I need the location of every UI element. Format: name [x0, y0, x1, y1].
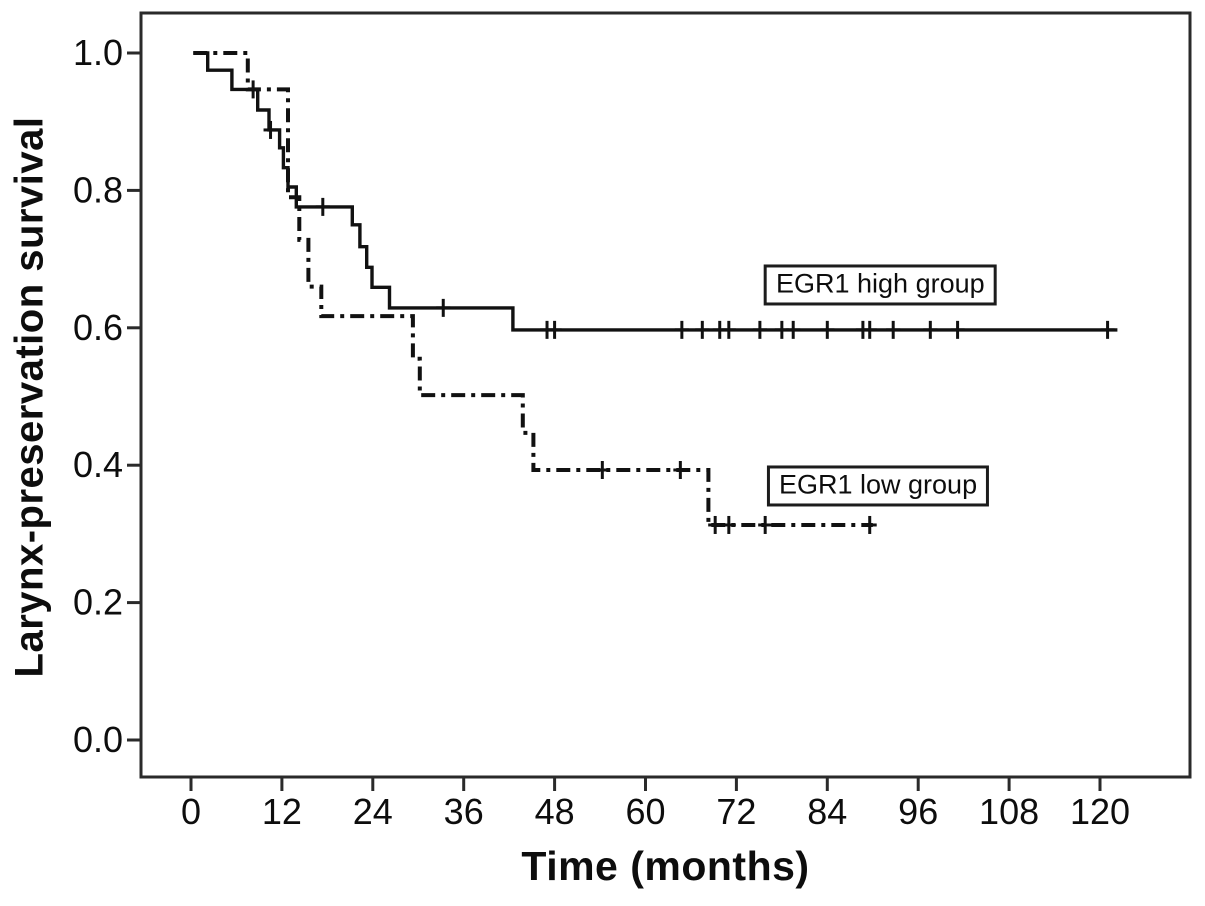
series-label-egr1-low-group: EGR1 low group	[766, 465, 990, 507]
y-tick-label: 0.2	[73, 582, 123, 623]
y-tick-label: 0.8	[73, 169, 123, 210]
x-tick-label: 48	[535, 791, 575, 832]
x-axis-title: Time (months)	[521, 843, 810, 889]
x-tick-label: 120	[1070, 791, 1130, 832]
x-tick-label: 12	[262, 791, 302, 832]
x-tick-label: 96	[898, 791, 938, 832]
x-tick-label: 60	[625, 791, 665, 832]
x-tick-label: 24	[353, 791, 393, 832]
series-label-egr1-high-group: EGR1 high group	[763, 264, 997, 306]
y-axis-title: Larynx-preservation survival	[7, 116, 52, 678]
survival-curve-egr1-low	[193, 51, 873, 527]
x-tick-label: 36	[444, 791, 484, 832]
x-tick-label: 84	[807, 791, 847, 832]
y-tick-label: 0.0	[73, 719, 123, 760]
y-tick-label: 0.6	[73, 307, 123, 348]
x-tick-label: 108	[979, 791, 1039, 832]
plot-border	[139, 11, 1192, 779]
x-tick-label: 72	[716, 791, 756, 832]
y-tick-label: 0.4	[73, 444, 123, 485]
y-tick-label: 1.0	[73, 32, 123, 73]
x-tick-label: 0	[181, 791, 201, 832]
